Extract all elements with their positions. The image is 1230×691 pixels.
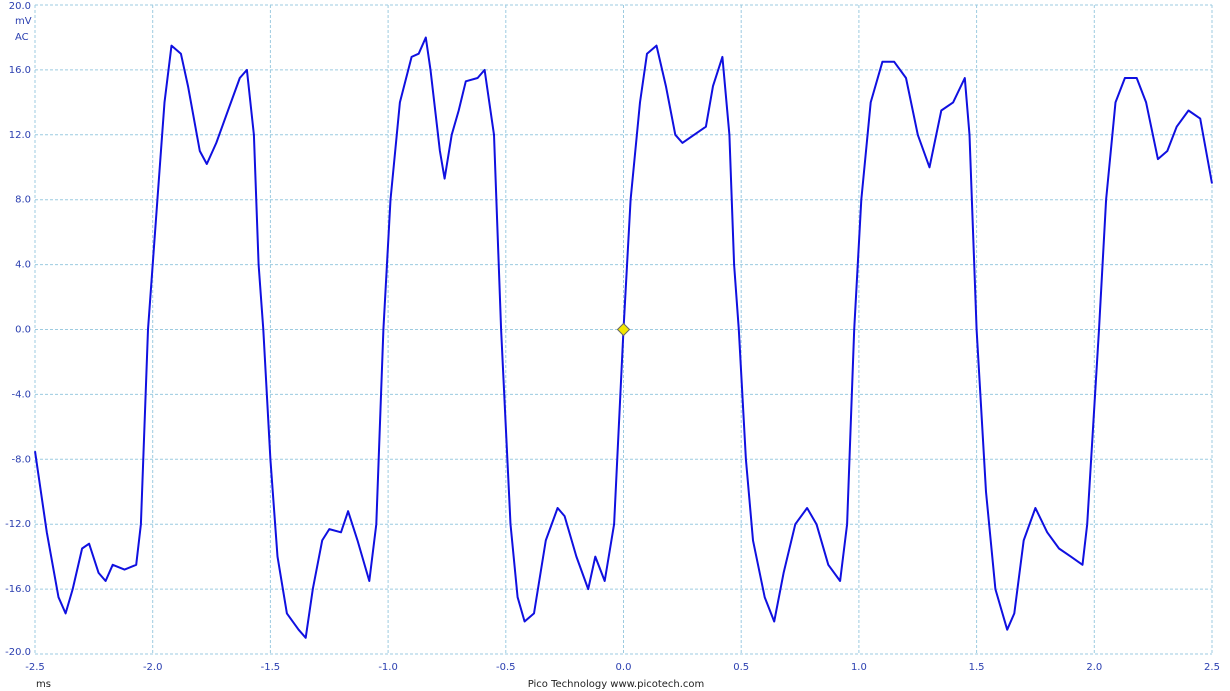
footer: Pico Technology www.picotech.com	[528, 679, 705, 690]
x-tick-label: 1.0	[851, 662, 867, 673]
y-tick-label: -4.0	[11, 389, 31, 400]
x-unit: ms	[36, 679, 51, 690]
x-tick-label: -0.5	[496, 662, 516, 673]
y-tick-label: 16.0	[9, 65, 31, 76]
x-tick-label: 0.0	[616, 662, 632, 673]
y-tick-label: -8.0	[11, 454, 31, 465]
x-tick-label: -2.5	[25, 662, 45, 673]
y-tick-label: 0.0	[15, 325, 31, 336]
y-tick-label: 4.0	[15, 260, 31, 271]
trigger-marker	[616, 322, 631, 337]
y-tick-label: 12.0	[9, 130, 31, 141]
y-unit: mV	[15, 16, 32, 27]
x-tick-label: -1.5	[261, 662, 281, 673]
x-tick-label: -2.0	[143, 662, 163, 673]
coupling: AC	[15, 32, 29, 43]
x-tick-label: -1.0	[378, 662, 398, 673]
x-tick-label: 2.5	[1204, 662, 1220, 673]
x-tick-label: 0.5	[733, 662, 749, 673]
x-tick-label: 2.0	[1086, 662, 1102, 673]
y-tick-label: -16.0	[5, 584, 31, 595]
y-tick-label: 20.0	[9, 1, 31, 12]
y-tick-label: -20.0	[5, 647, 31, 658]
y-tick-label: 8.0	[15, 195, 31, 206]
x-tick-label: 1.5	[969, 662, 985, 673]
trace	[34, 36, 1213, 639]
y-tick-label: -12.0	[5, 519, 31, 530]
